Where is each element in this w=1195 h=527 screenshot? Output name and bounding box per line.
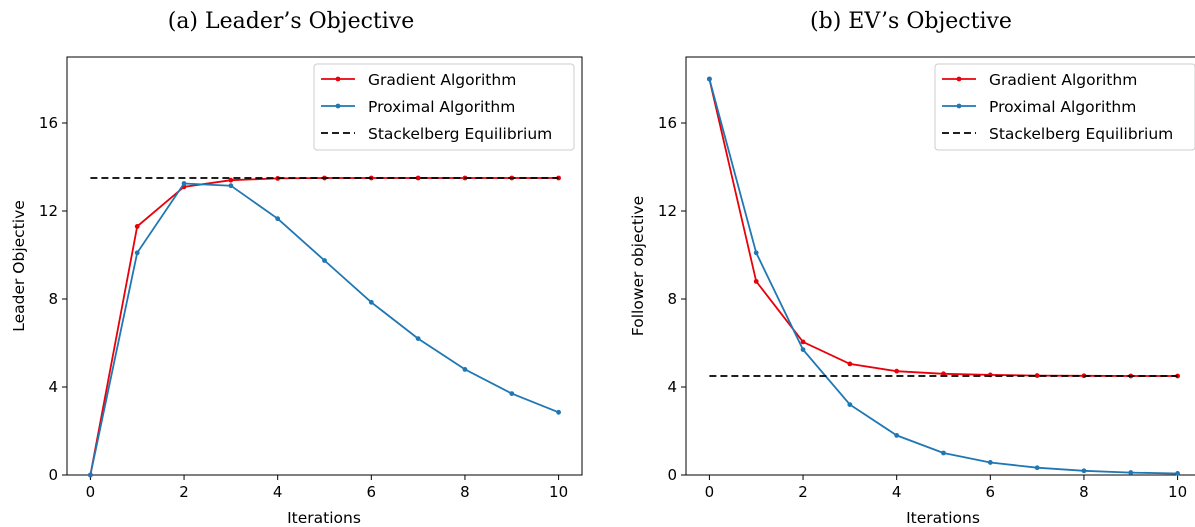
data-point bbox=[556, 409, 561, 415]
data-point bbox=[462, 367, 468, 372]
data-point bbox=[509, 391, 515, 396]
y-tick-label: 16 bbox=[39, 114, 58, 132]
data-point bbox=[322, 258, 327, 263]
x-tick-label: 0 bbox=[705, 483, 715, 501]
y-tick-label: 12 bbox=[39, 202, 58, 220]
y-tick-label: 0 bbox=[48, 466, 58, 484]
y-axis-label: Follower objective bbox=[629, 196, 647, 336]
legend-label: Stackelberg Equilibrium bbox=[989, 125, 1173, 143]
x-tick-label: 6 bbox=[986, 483, 996, 501]
data-point bbox=[134, 224, 140, 229]
y-tick-label: 4 bbox=[48, 378, 58, 396]
legend-box bbox=[313, 63, 575, 151]
series-layer bbox=[707, 76, 1180, 476]
legend-label: Proximal Algorithm bbox=[368, 98, 515, 116]
data-point bbox=[228, 183, 234, 189]
x-tick-label: 10 bbox=[549, 483, 568, 501]
data-point bbox=[228, 177, 234, 183]
data-point bbox=[847, 361, 853, 367]
tick-layer: 0 2 4 6 8 10 0 4 8 12 16 bbox=[658, 114, 1187, 501]
data-point bbox=[415, 175, 421, 181]
data-point bbox=[800, 339, 806, 345]
data-point bbox=[88, 472, 93, 478]
x-axis-label: Iterations bbox=[906, 509, 980, 527]
chart-title: (a) Leader’s Objective bbox=[168, 9, 415, 34]
data-point bbox=[847, 402, 853, 407]
data-point bbox=[1175, 471, 1180, 476]
chart-ev-objective: (b) EV’s Objective 0 2 4 6 8 10 0 4 8 12 16 Iterat… bbox=[629, 9, 1195, 527]
data-point bbox=[894, 433, 900, 438]
legend-marker bbox=[335, 103, 341, 109]
x-tick-label: 2 bbox=[179, 483, 189, 501]
x-tick-label: 4 bbox=[892, 483, 902, 501]
tick-layer: 0 2 4 6 8 10 0 4 8 12 16 bbox=[39, 114, 568, 501]
y-tick-label: 0 bbox=[667, 466, 677, 484]
y-tick-label: 8 bbox=[667, 290, 677, 308]
data-point bbox=[275, 216, 281, 222]
y-tick-label: 4 bbox=[667, 378, 677, 396]
data-point bbox=[1081, 468, 1087, 474]
series-line-0 bbox=[89, 177, 559, 476]
legend-marker bbox=[956, 76, 962, 82]
y-tick-label: 12 bbox=[658, 202, 677, 220]
legend-marker bbox=[956, 103, 962, 109]
x-tick-label: 4 bbox=[273, 483, 283, 501]
data-point bbox=[707, 76, 712, 82]
data-point bbox=[1034, 373, 1040, 378]
x-tick-label: 2 bbox=[798, 483, 808, 501]
data-point bbox=[368, 299, 374, 305]
data-point bbox=[753, 250, 759, 256]
data-point bbox=[800, 347, 806, 352]
series-line-1 bbox=[89, 182, 559, 476]
y-tick-label: 16 bbox=[658, 114, 677, 132]
series-layer bbox=[88, 175, 561, 478]
chart-leader-objective: (a) Leader’s Objective 0 2 4 6 8 10 0 4 8 12 16 It… bbox=[10, 9, 583, 527]
legend: Gradient Algorithm Proximal Algorithm Stac… bbox=[934, 63, 1195, 151]
data-point bbox=[941, 450, 946, 456]
legend-label: Stackelberg Equilibrium bbox=[368, 125, 552, 143]
plot-frame bbox=[66, 56, 583, 476]
legend-marker bbox=[335, 76, 341, 82]
data-point bbox=[941, 371, 946, 377]
data-point bbox=[753, 279, 759, 284]
legend-label: Proximal Algorithm bbox=[989, 98, 1136, 116]
x-axis-label: Iterations bbox=[287, 509, 361, 527]
data-point bbox=[134, 250, 140, 256]
legend-label: Gradient Algorithm bbox=[989, 71, 1137, 89]
data-point bbox=[415, 336, 421, 341]
y-tick-label: 8 bbox=[48, 290, 58, 308]
data-point bbox=[1034, 465, 1040, 471]
y-axis-label: Leader Objective bbox=[10, 200, 28, 332]
legend-label: Gradient Algorithm bbox=[368, 71, 516, 89]
x-tick-label: 10 bbox=[1168, 483, 1187, 501]
data-point bbox=[987, 460, 993, 465]
x-tick-label: 8 bbox=[460, 483, 470, 501]
x-tick-label: 8 bbox=[1079, 483, 1089, 501]
data-point bbox=[181, 181, 187, 186]
chart-title: (b) EV’s Objective bbox=[810, 9, 1012, 34]
plot-frame bbox=[685, 56, 1195, 476]
legend-box bbox=[934, 63, 1195, 151]
data-point bbox=[1128, 470, 1134, 475]
data-point bbox=[894, 368, 900, 374]
x-tick-label: 6 bbox=[367, 483, 377, 501]
x-tick-label: 0 bbox=[86, 483, 96, 501]
legend: Gradient Algorithm Proximal Algorithm Stac… bbox=[313, 63, 575, 151]
